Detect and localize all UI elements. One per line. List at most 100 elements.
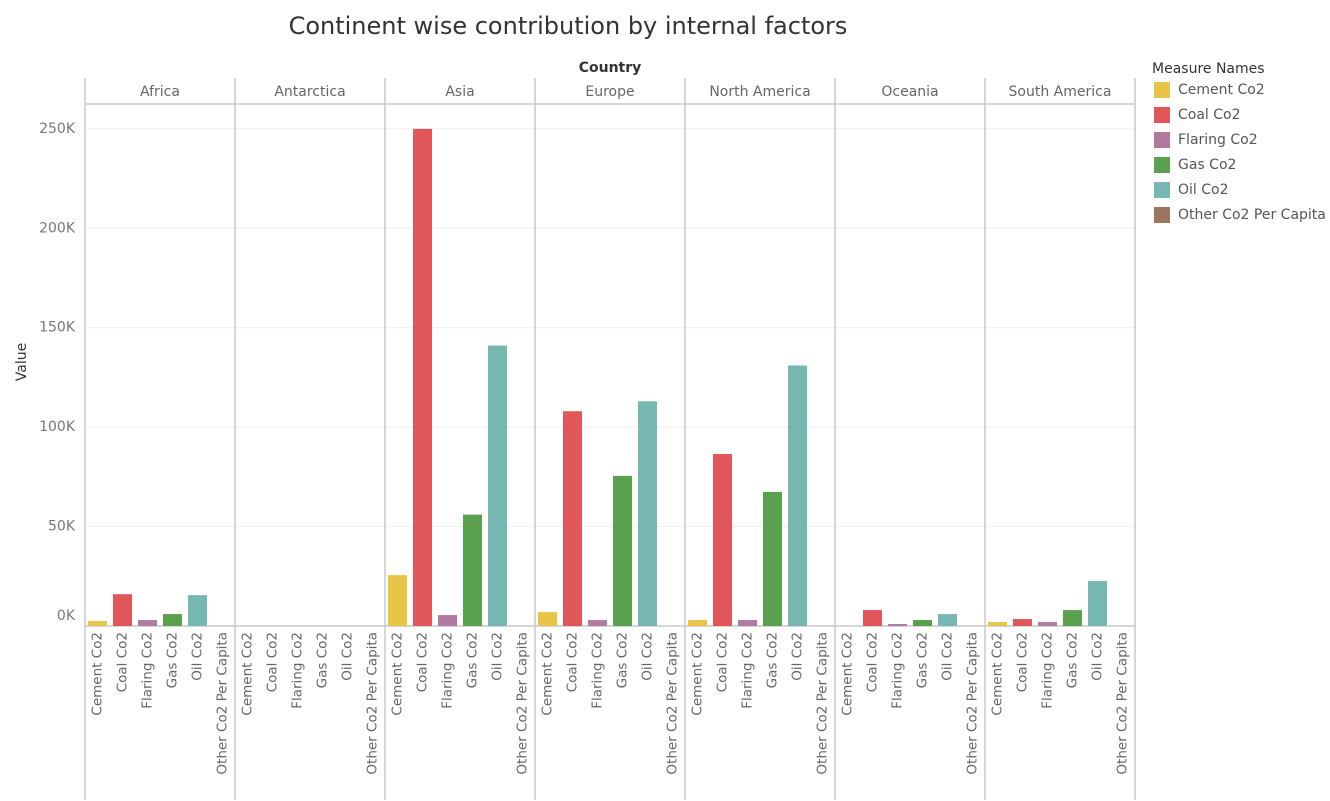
bar xyxy=(638,401,657,626)
bar xyxy=(563,411,582,626)
x-tick-label: Cement Co2 xyxy=(90,632,106,716)
x-tick-label: Flaring Co2 xyxy=(290,632,306,709)
facet-label: Asia xyxy=(445,84,474,100)
bar xyxy=(388,575,407,626)
bar xyxy=(888,624,907,626)
x-tick-label: Coal Co2 xyxy=(565,632,581,692)
x-tick-label: Flaring Co2 xyxy=(890,632,906,709)
bar xyxy=(988,622,1007,626)
bar xyxy=(938,614,957,626)
legend-swatch xyxy=(1154,107,1170,123)
bar xyxy=(188,595,207,626)
bar xyxy=(613,475,632,626)
bar xyxy=(1063,610,1082,626)
bar xyxy=(413,128,432,626)
x-tick-label: Oil Co2 xyxy=(940,632,956,681)
bar xyxy=(688,620,707,626)
x-tick-label: Cement Co2 xyxy=(690,632,706,716)
x-tick-label: Cement Co2 xyxy=(840,632,856,716)
y-axis-title: Value xyxy=(14,343,30,381)
x-tick-label: Flaring Co2 xyxy=(590,632,606,709)
x-tick-label: Gas Co2 xyxy=(465,632,481,688)
x-tick-label: Coal Co2 xyxy=(715,632,731,692)
x-tick-label: Other Co2 Per Capita xyxy=(515,632,531,775)
x-tick-label: Gas Co2 xyxy=(165,632,181,688)
bar xyxy=(763,491,782,626)
x-tick-label: Coal Co2 xyxy=(1015,632,1031,692)
x-tick-label: Gas Co2 xyxy=(765,632,781,688)
legend-label: Gas Co2 xyxy=(1178,157,1236,173)
x-tick-label: Other Co2 Per Capita xyxy=(1115,632,1131,775)
y-tick-label: 100K xyxy=(39,419,76,435)
x-tick-label: Flaring Co2 xyxy=(740,632,756,709)
x-tick-label: Gas Co2 xyxy=(1065,632,1081,688)
x-tick-label: Oil Co2 xyxy=(1090,632,1106,681)
y-tick-label: 200K xyxy=(39,220,76,236)
bar xyxy=(788,365,807,626)
x-tick-label: Oil Co2 xyxy=(340,632,356,681)
x-tick-label: Oil Co2 xyxy=(490,632,506,681)
bar xyxy=(138,620,157,626)
x-tick-label: Gas Co2 xyxy=(315,632,331,688)
x-tick-label: Coal Co2 xyxy=(265,632,281,692)
legend-title: Measure Names xyxy=(1152,61,1265,77)
x-tick-label: Cement Co2 xyxy=(390,632,406,716)
legend-label: Oil Co2 xyxy=(1178,182,1229,198)
y-tick-label: 0K xyxy=(57,608,76,624)
bar xyxy=(488,345,507,626)
x-tick-label: Coal Co2 xyxy=(415,632,431,692)
x-tick-label: Oil Co2 xyxy=(190,632,206,681)
y-tick-label: 250K xyxy=(39,121,76,137)
x-tick-label: Other Co2 Per Capita xyxy=(965,632,981,775)
x-tick-label: Other Co2 Per Capita xyxy=(365,632,381,775)
x-tick-label: Cement Co2 xyxy=(540,632,556,716)
x-tick-label: Coal Co2 xyxy=(115,632,131,692)
x-tick-label: Oil Co2 xyxy=(640,632,656,681)
x-tick-label: Coal Co2 xyxy=(865,632,881,692)
legend-swatch xyxy=(1154,157,1170,173)
bar xyxy=(88,621,107,626)
x-tick-label: Gas Co2 xyxy=(915,632,931,688)
x-tick-label: Gas Co2 xyxy=(615,632,631,688)
facet-label: Europe xyxy=(585,84,634,100)
facet-label: Antarctica xyxy=(274,84,345,100)
facet-label: North America xyxy=(709,84,810,100)
x-tick-label: Other Co2 Per Capita xyxy=(665,632,681,775)
x-tick-label: Other Co2 Per Capita xyxy=(815,632,831,775)
bar xyxy=(1038,622,1057,626)
bar xyxy=(713,453,732,626)
legend-swatch xyxy=(1154,132,1170,148)
x-tick-label: Cement Co2 xyxy=(990,632,1006,716)
bar xyxy=(913,620,932,626)
bar xyxy=(588,620,607,626)
x-tick-label: Oil Co2 xyxy=(790,632,806,681)
x-tick-label: Flaring Co2 xyxy=(1040,632,1056,709)
legend-swatch xyxy=(1154,182,1170,198)
y-tick-label: 150K xyxy=(39,320,76,336)
bar xyxy=(438,615,457,626)
bar xyxy=(1088,581,1107,626)
legend-swatch xyxy=(1154,82,1170,98)
bar xyxy=(863,610,882,626)
bar xyxy=(113,594,132,626)
y-tick-label: 50K xyxy=(48,519,76,535)
facet-label: Oceania xyxy=(881,84,938,100)
bar xyxy=(738,620,757,626)
legend-label: Coal Co2 xyxy=(1178,107,1241,123)
legend-label: Cement Co2 xyxy=(1178,82,1265,98)
facet-label: South America xyxy=(1009,84,1112,100)
x-tick-label: Other Co2 Per Capita xyxy=(215,632,231,775)
legend-label: Flaring Co2 xyxy=(1178,132,1258,148)
x-tick-label: Cement Co2 xyxy=(240,632,256,716)
x-tick-label: Flaring Co2 xyxy=(140,632,156,709)
bar xyxy=(463,514,482,626)
legend-swatch xyxy=(1154,207,1170,223)
x-tick-label: Flaring Co2 xyxy=(440,632,456,709)
facet-label: Africa xyxy=(140,84,180,100)
bar xyxy=(163,614,182,626)
bar xyxy=(538,612,557,626)
bar xyxy=(1013,619,1032,626)
chart-title: Continent wise contribution by internal … xyxy=(289,12,848,40)
legend-label: Other Co2 Per Capita xyxy=(1178,207,1326,223)
